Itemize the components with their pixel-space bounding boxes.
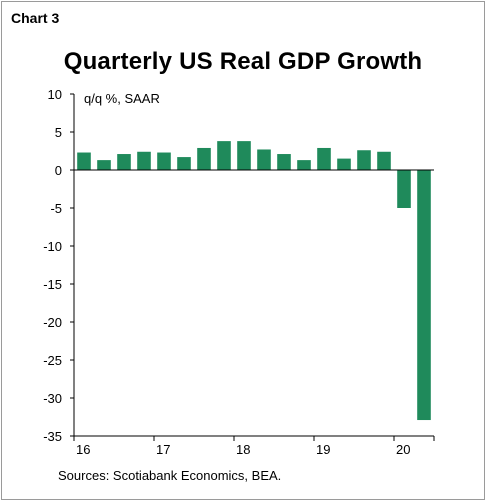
- y-tick-label: -20: [43, 315, 62, 330]
- y-tick-label: 5: [55, 125, 62, 140]
- bar: [257, 149, 271, 170]
- bar: [117, 154, 131, 170]
- bar: [157, 152, 171, 170]
- bar: [217, 141, 231, 170]
- bar: [277, 154, 291, 170]
- y-axis: 10 5 0 -5 -10 -15 -20 -25 -30 -35: [43, 87, 75, 444]
- bar: [377, 151, 391, 170]
- bar: [297, 160, 311, 170]
- y-tick-label: 10: [48, 87, 62, 102]
- bar: [417, 170, 431, 421]
- unit-label: q/q %, SAAR: [84, 91, 160, 106]
- bar: [77, 152, 91, 170]
- x-tick-label: 19: [316, 442, 330, 457]
- chart-title: Quarterly US Real GDP Growth: [63, 48, 423, 75]
- y-tick-label: 0: [55, 163, 62, 178]
- bar: [197, 147, 211, 170]
- source-note: Sources: Scotiabank Economics, BEA.: [58, 468, 282, 483]
- y-tick-label: -35: [43, 429, 62, 444]
- y-tick-label: -25: [43, 353, 62, 368]
- x-tick-label: 16: [76, 442, 90, 457]
- bar: [317, 147, 331, 170]
- x-tick-label: 17: [156, 442, 170, 457]
- bar: [97, 160, 111, 170]
- bar: [137, 151, 151, 170]
- x-tick-label: 20: [396, 442, 410, 457]
- bar: [357, 150, 371, 170]
- bar: [237, 141, 251, 170]
- bar: [337, 158, 351, 170]
- chart-number-label: Chart 3: [11, 10, 60, 26]
- y-tick-label: -5: [50, 201, 62, 216]
- y-tick-label: -15: [43, 277, 62, 292]
- bar: [397, 170, 411, 208]
- y-tick-label: -10: [43, 239, 62, 254]
- y-tick-label: -30: [43, 391, 62, 406]
- x-tick-label: 18: [236, 442, 250, 457]
- bar-series: [77, 141, 431, 421]
- x-axis: 16 17 18 19 20: [73, 169, 435, 457]
- bar: [177, 157, 191, 170]
